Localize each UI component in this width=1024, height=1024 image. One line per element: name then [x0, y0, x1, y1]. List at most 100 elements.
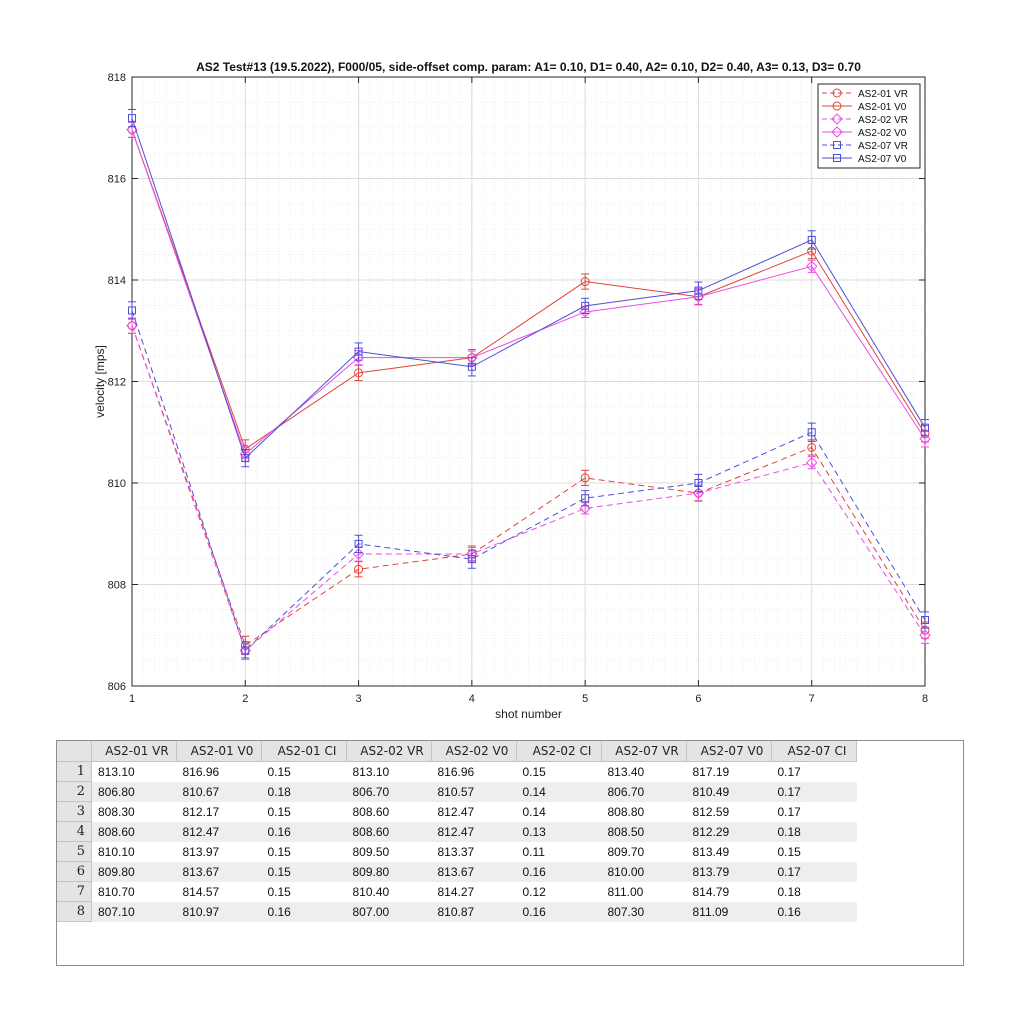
legend-label: AS2-02 V0: [858, 128, 907, 139]
table-cell[interactable]: 810.40: [346, 881, 432, 902]
table-cell[interactable]: 810.87: [431, 901, 517, 922]
table-cell[interactable]: 0.16: [261, 901, 347, 922]
table-cell[interactable]: 0.15: [516, 761, 602, 782]
table-cell[interactable]: 816.96: [431, 761, 517, 782]
table-cell[interactable]: 0.16: [261, 821, 347, 842]
x-tick-label: 2: [242, 693, 248, 705]
table-cell[interactable]: 810.97: [176, 901, 262, 922]
table-cell[interactable]: 0.18: [261, 781, 347, 802]
table-cell[interactable]: 812.47: [431, 801, 517, 822]
column-header[interactable]: AS2-07 VR: [601, 741, 687, 762]
table-cell[interactable]: 813.10: [346, 761, 432, 782]
x-tick-label: 3: [356, 693, 362, 705]
table-cell[interactable]: 812.59: [686, 801, 772, 822]
table-cell[interactable]: 808.60: [91, 821, 177, 842]
table-cell[interactable]: 814.57: [176, 881, 262, 902]
table-cell[interactable]: 807.10: [91, 901, 177, 922]
table-cell[interactable]: 810.70: [91, 881, 177, 902]
table-cell[interactable]: 0.17: [771, 781, 857, 802]
table-cell[interactable]: 0.15: [261, 841, 347, 862]
table-cell[interactable]: 810.00: [601, 861, 687, 882]
table-cell[interactable]: 806.70: [601, 781, 687, 802]
table-cell[interactable]: 0.18: [771, 821, 857, 842]
table-cell[interactable]: 806.80: [91, 781, 177, 802]
chart-title: AS2 Test#13 (19.5.2022), F000/05, side-o…: [196, 60, 861, 74]
y-tick-label: 810: [108, 478, 126, 490]
table-cell[interactable]: 817.19: [686, 761, 772, 782]
table-cell[interactable]: 0.17: [771, 861, 857, 882]
table-cell[interactable]: 0.18: [771, 881, 857, 902]
table-cell[interactable]: 812.17: [176, 801, 262, 822]
table-cell[interactable]: 808.60: [346, 801, 432, 822]
row-number: 1: [57, 761, 92, 782]
table-row: 1 813.10 816.96 0.15 813.10 816.96 0.15 813.40 8…: [57, 761, 857, 782]
table-cell[interactable]: 811.00: [601, 881, 687, 902]
table-cell[interactable]: 812.47: [431, 821, 517, 842]
table-cell[interactable]: 0.15: [771, 841, 857, 862]
table-cell[interactable]: 807.00: [346, 901, 432, 922]
column-header[interactable]: AS2-02 VR: [346, 741, 432, 762]
table-cell[interactable]: 809.80: [91, 861, 177, 882]
series-line: [131, 129, 926, 450]
table-cell[interactable]: 808.60: [346, 821, 432, 842]
data-point: [354, 564, 364, 574]
row-number: 7: [57, 881, 92, 902]
data-point: [581, 494, 590, 503]
table-cell[interactable]: 0.12: [516, 881, 602, 902]
table-cell[interactable]: 813.10: [91, 761, 177, 782]
table-body: 1 813.10 816.96 0.15 813.10 816.96 0.15 813.40 8…: [57, 761, 857, 922]
table-cell[interactable]: 808.50: [601, 821, 687, 842]
table-cell[interactable]: 812.47: [176, 821, 262, 842]
column-header[interactable]: AS2-01 V0: [176, 741, 262, 762]
table-cell[interactable]: 0.15: [261, 801, 347, 822]
table-cell[interactable]: 807.30: [601, 901, 687, 922]
table-cell[interactable]: 0.16: [771, 901, 857, 922]
table-cell[interactable]: 813.97: [176, 841, 262, 862]
table-cell[interactable]: 809.80: [346, 861, 432, 882]
table-cell[interactable]: 0.17: [771, 801, 857, 822]
column-header[interactable]: AS2-02 V0: [431, 741, 517, 762]
table-cell[interactable]: 0.14: [516, 801, 602, 822]
table-cell[interactable]: 0.15: [261, 881, 347, 902]
table-cell[interactable]: 812.29: [686, 821, 772, 842]
table-cell[interactable]: 0.15: [261, 861, 347, 882]
row-number: 2: [57, 781, 92, 802]
table-cell[interactable]: 0.16: [516, 861, 602, 882]
table-cell[interactable]: 809.50: [346, 841, 432, 862]
table-cell[interactable]: 0.11: [516, 841, 602, 862]
data-point: [467, 362, 476, 371]
column-header[interactable]: AS2-01 VR: [91, 741, 177, 762]
data-point: [467, 555, 476, 564]
table-cell[interactable]: 810.57: [431, 781, 517, 802]
column-header[interactable]: AS2-02 CI: [516, 741, 602, 762]
table-cell[interactable]: 808.30: [91, 801, 177, 822]
table-cell[interactable]: 808.80: [601, 801, 687, 822]
column-header[interactable]: AS2-01 CI: [261, 741, 347, 762]
table-cell[interactable]: 810.49: [686, 781, 772, 802]
y-tick-label: 808: [108, 580, 126, 592]
table-cell[interactable]: 813.40: [601, 761, 687, 782]
table-cell[interactable]: 0.15: [261, 761, 347, 782]
table-cell[interactable]: 816.96: [176, 761, 262, 782]
table-cell[interactable]: 0.17: [771, 761, 857, 782]
table-cell[interactable]: 813.67: [431, 861, 517, 882]
table-cell[interactable]: 813.37: [431, 841, 517, 862]
table-cell[interactable]: 814.79: [686, 881, 772, 902]
table-cell[interactable]: 806.70: [346, 781, 432, 802]
table-cell[interactable]: 811.09: [686, 901, 772, 922]
table-cell[interactable]: 0.14: [516, 781, 602, 802]
table-cell[interactable]: 0.13: [516, 821, 602, 842]
table-cell[interactable]: 0.16: [516, 901, 602, 922]
y-tick-label: 806: [108, 681, 126, 693]
x-tick-label: 8: [922, 693, 928, 705]
table-row: 4 808.60 812.47 0.16 808.60 812.47 0.13 808.50 8…: [57, 821, 857, 842]
table-cell[interactable]: 814.27: [431, 881, 517, 902]
column-header[interactable]: AS2-07 CI: [771, 741, 857, 762]
table-cell[interactable]: 810.67: [176, 781, 262, 802]
column-header[interactable]: AS2-07 V0: [686, 741, 772, 762]
table-cell[interactable]: 813.49: [686, 841, 772, 862]
table-cell[interactable]: 813.79: [686, 861, 772, 882]
table-cell[interactable]: 813.67: [176, 861, 262, 882]
table-cell[interactable]: 810.10: [91, 841, 177, 862]
table-cell[interactable]: 809.70: [601, 841, 687, 862]
